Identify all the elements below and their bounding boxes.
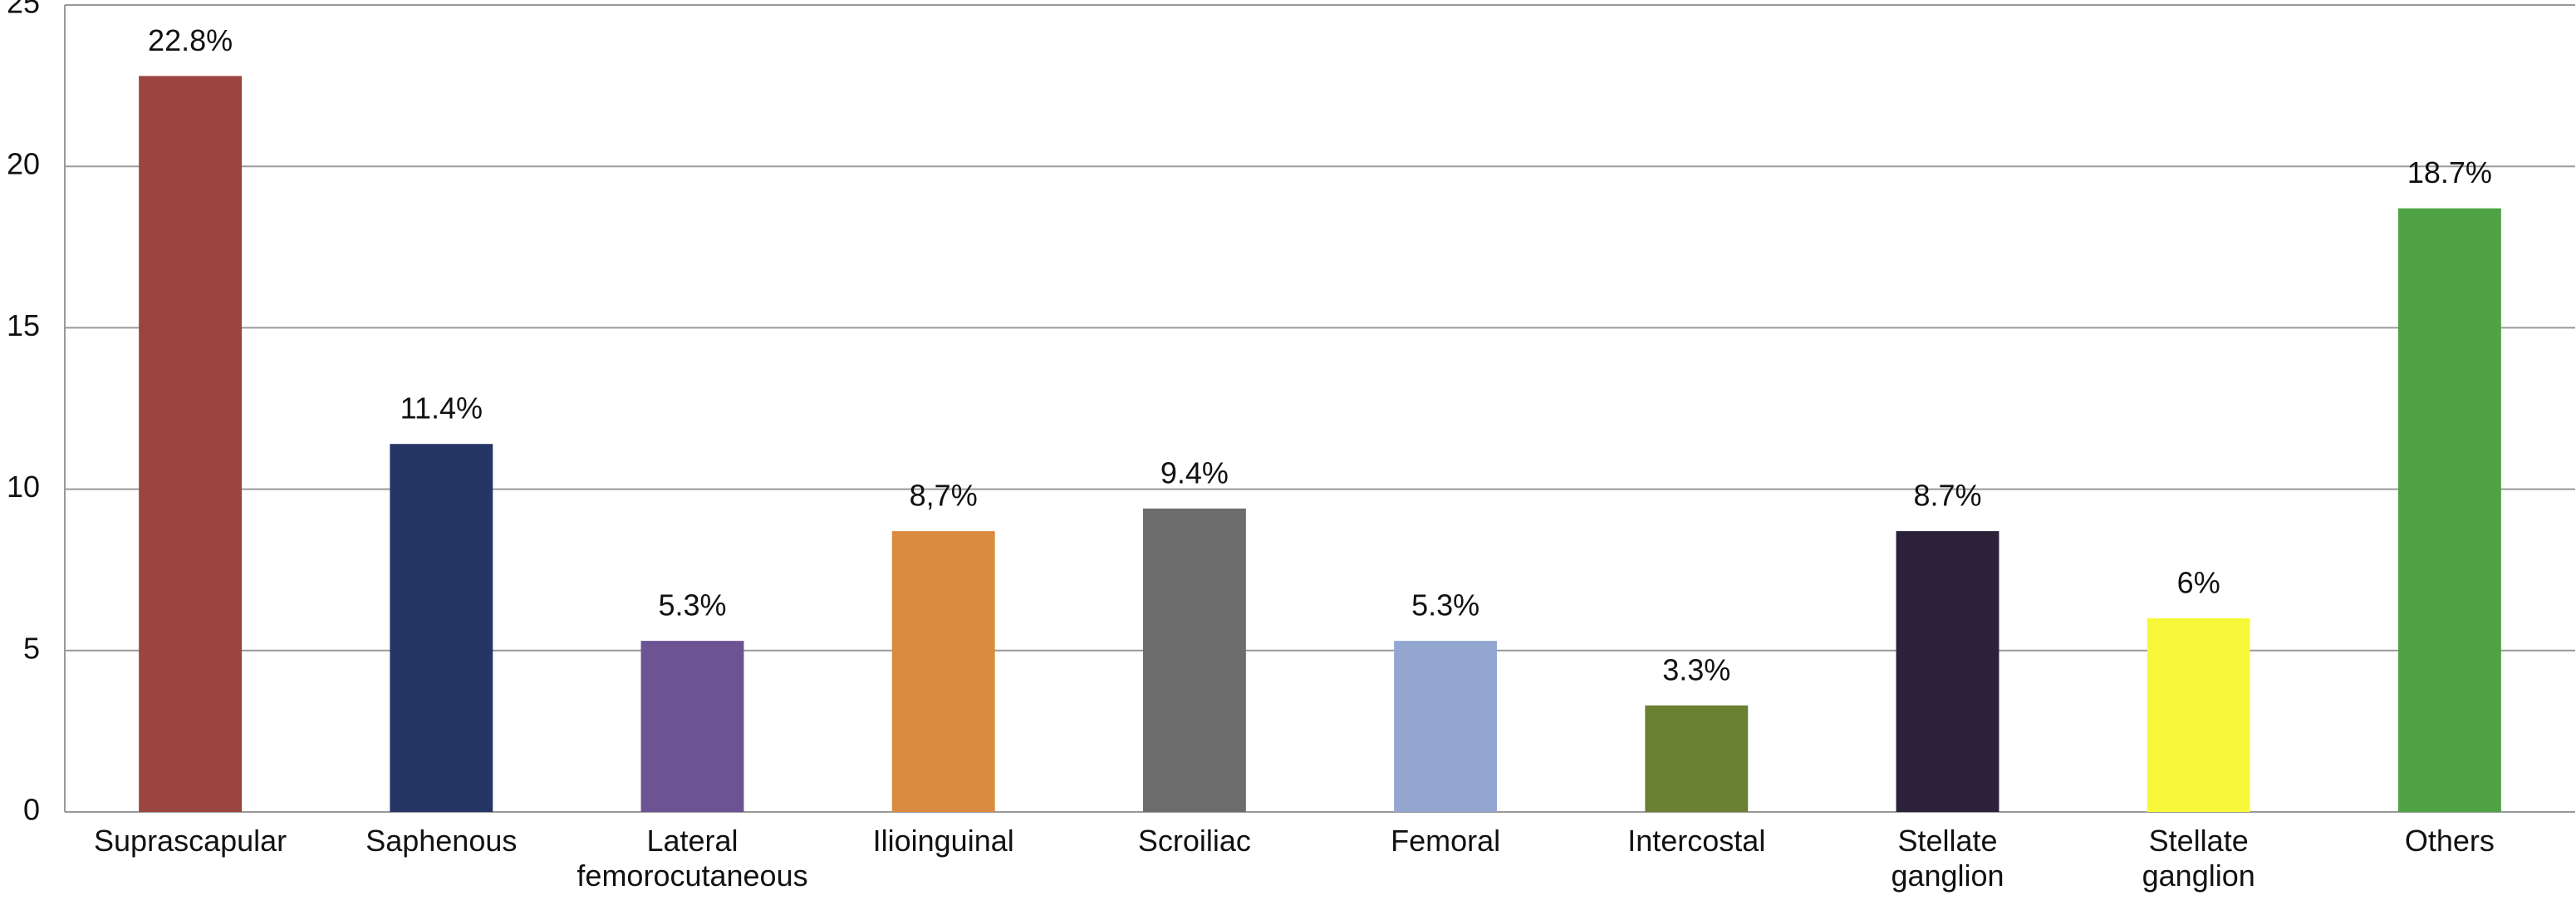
x-tick-text: Ilioinguinal [872, 824, 1014, 858]
bar [1142, 508, 1246, 812]
value-label: 22.8% [148, 23, 233, 57]
x-tick-label: Lateral femorocutaneous [577, 824, 807, 893]
bar [390, 444, 493, 812]
y-tick-label: 15 [7, 308, 40, 342]
value-label: 5.3% [658, 588, 726, 622]
x-tick-text: Femoral [1391, 824, 1501, 858]
y-tick-label: 25 [7, 0, 40, 20]
bar [891, 531, 995, 812]
y-tick-label: 20 [7, 147, 40, 181]
x-tick-text: Stellate ganglion [1891, 824, 2004, 893]
bar [2147, 617, 2250, 812]
value-label: 8,7% [910, 479, 978, 513]
value-label: 3.3% [1662, 652, 1730, 686]
x-tick-label: Others [2350, 824, 2549, 858]
bar [1896, 531, 1999, 812]
value-label: 5.3% [1411, 588, 1479, 622]
x-tick-label: Scroiliac [1095, 824, 1294, 858]
x-tick-text: Lateral femorocutaneous [577, 824, 808, 893]
value-label: 9.4% [1160, 455, 1229, 489]
x-tick-label: Suprascapular [91, 824, 290, 858]
y-tick-label: 10 [7, 470, 40, 504]
bar [139, 76, 243, 812]
x-tick-text: Scroiliac [1137, 824, 1251, 858]
bar [2397, 208, 2501, 812]
x-tick-text: Stellate ganglion [2142, 824, 2255, 893]
y-tick-label: 5 [23, 631, 40, 665]
x-tick-text: Suprascapular [94, 824, 287, 858]
value-label: 18.7% [2407, 155, 2492, 189]
y-tick-label: 0 [23, 793, 40, 827]
x-tick-label: Stellate ganglion [1848, 824, 2048, 893]
value-label: 11.4% [400, 391, 483, 426]
value-label: 8.7% [1913, 479, 1981, 513]
bar [1394, 641, 1498, 812]
x-tick-label: Stellate ganglion [2099, 824, 2299, 893]
x-tick-label: Intercostal [1597, 824, 1796, 858]
x-tick-label: Saphenous [341, 824, 541, 858]
x-tick-label: Femoral [1346, 824, 1545, 858]
x-tick-text: Intercostal [1627, 824, 1766, 858]
bar [1645, 705, 1749, 812]
value-label: 6% [2177, 565, 2220, 599]
bar [640, 641, 744, 812]
x-tick-text: Saphenous [366, 824, 518, 858]
x-tick-text: Others [2404, 824, 2495, 858]
x-tick-label: Ilioinguinal [844, 824, 1043, 858]
